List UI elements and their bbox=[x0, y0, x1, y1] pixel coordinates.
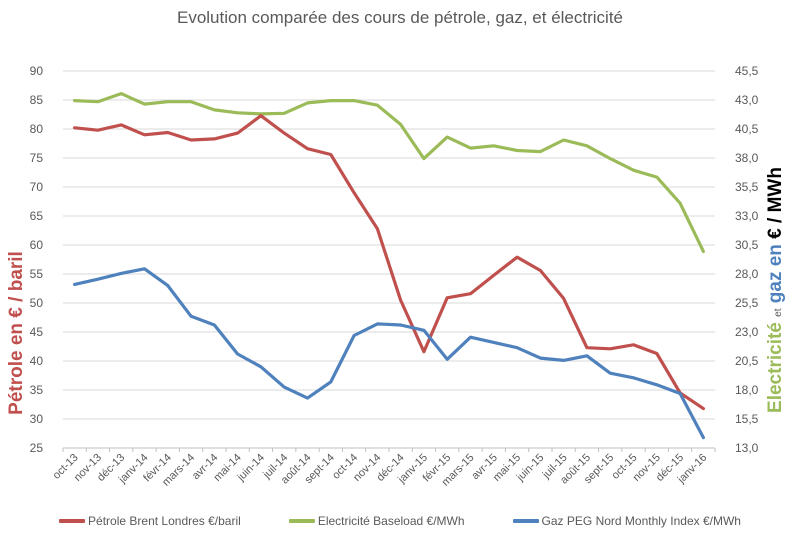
legend-label-petrole: Pétrole Brent Londres €/baril bbox=[88, 514, 241, 528]
y-tick-left: 70 bbox=[30, 180, 44, 194]
y-axis-left-ticks: 25 30 35 40 45 50 55 60 65 70 75 80 85 90 bbox=[30, 64, 44, 455]
legend-swatch-petrole bbox=[59, 519, 86, 523]
y-tick-right: 35,5 bbox=[735, 180, 759, 194]
y-axis-right-label-gaz: gaz en bbox=[765, 244, 786, 304]
y-tick-right: 38,0 bbox=[735, 151, 759, 165]
y-tick-right: 23,0 bbox=[735, 325, 759, 339]
y-axis-left-label: Pétrole en € / baril bbox=[4, 238, 30, 428]
y-tick-left: 60 bbox=[30, 238, 44, 252]
y-tick-right: 18,0 bbox=[735, 383, 759, 397]
y-axis-right-ticks: 13,0 15,5 18,0 20,5 23,0 25,5 28,0 30,5 33,0 35,5… bbox=[735, 64, 759, 455]
y-tick-right: 43,0 bbox=[735, 93, 759, 107]
y-tick-right: 33,0 bbox=[735, 209, 759, 223]
legend-swatch-gaz bbox=[512, 519, 539, 523]
legend-label-electricite: Electricité Baseload €/MWh bbox=[317, 514, 465, 528]
y-tick-left: 45 bbox=[30, 325, 44, 339]
y-axis-right-label-electricite: Electricité bbox=[765, 322, 786, 413]
y-tick-left: 65 bbox=[30, 209, 44, 223]
x-axis: oct-13nov-13déc-13janv-14févr-14mars-14a… bbox=[51, 447, 716, 489]
y-tick-left: 40 bbox=[30, 354, 44, 368]
gridlines bbox=[63, 70, 715, 420]
series-line-electricite bbox=[72, 91, 706, 253]
y-tick-right: 13,0 bbox=[735, 441, 759, 455]
y-tick-right: 20,5 bbox=[735, 354, 759, 368]
legend-item-electricite[interactable]: Electricité Baseload €/MWh bbox=[288, 514, 465, 528]
y-tick-left: 55 bbox=[30, 267, 44, 281]
legend-swatch-electricite bbox=[288, 519, 315, 523]
y-tick-right: 28,0 bbox=[735, 267, 759, 281]
legend-label-gaz: Gaz PEG Nord Monthly Index €/MWh bbox=[541, 514, 741, 528]
y-tick-left: 30 bbox=[30, 412, 44, 426]
legend-item-gaz[interactable]: Gaz PEG Nord Monthly Index €/MWh bbox=[512, 514, 741, 528]
series-line-petrole bbox=[72, 114, 706, 411]
series-line-gaz bbox=[72, 267, 706, 440]
y-tick-left: 35 bbox=[30, 383, 44, 397]
y-tick-left: 85 bbox=[30, 93, 44, 107]
y-axis-left-label-text: Pétrole en € / baril bbox=[6, 251, 27, 415]
y-tick-left: 80 bbox=[30, 122, 44, 136]
y-axis-right-label: Electricité et gaz en € / MWh bbox=[760, 150, 792, 430]
y-tick-left: 50 bbox=[30, 296, 44, 310]
y-tick-left: 25 bbox=[30, 441, 44, 455]
y-tick-right: 30,5 bbox=[735, 238, 759, 252]
y-axis-right-label-unit: € / MWh bbox=[765, 167, 786, 239]
y-tick-left: 90 bbox=[30, 64, 44, 78]
y-tick-right: 40,5 bbox=[735, 122, 759, 136]
chart-title: Evolution comparée des cours de pétrole,… bbox=[176, 8, 624, 27]
y-tick-right: 15,5 bbox=[735, 412, 759, 426]
y-tick-right: 45,5 bbox=[735, 64, 759, 78]
legend-item-petrole[interactable]: Pétrole Brent Londres €/baril bbox=[59, 514, 241, 528]
y-tick-left: 75 bbox=[30, 151, 44, 165]
legend: Pétrole Brent Londres €/baril Electricit… bbox=[0, 514, 800, 528]
series-lines bbox=[72, 91, 706, 440]
y-tick-right: 25,5 bbox=[735, 296, 759, 310]
y-axis-right-label-et: et bbox=[773, 308, 784, 317]
